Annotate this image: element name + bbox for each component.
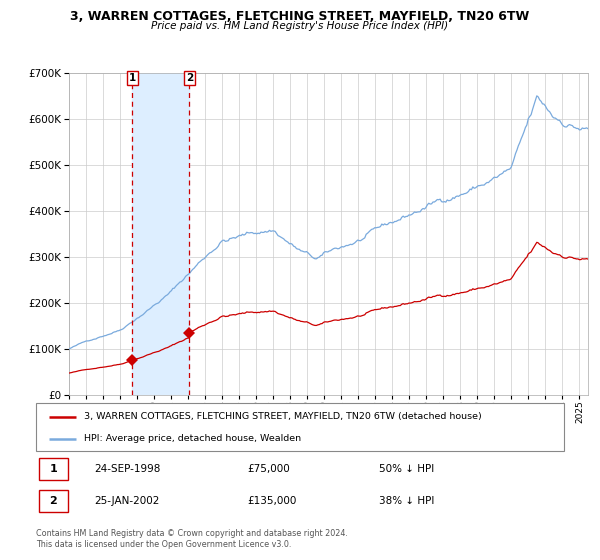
Text: Price paid vs. HM Land Registry's House Price Index (HPI): Price paid vs. HM Land Registry's House … [151, 21, 449, 31]
Text: 2: 2 [185, 73, 193, 83]
Text: £75,000: £75,000 [247, 464, 290, 474]
Text: 25-JAN-2002: 25-JAN-2002 [94, 496, 160, 506]
Text: HPI: Average price, detached house, Wealden: HPI: Average price, detached house, Weal… [83, 435, 301, 444]
Text: Contains HM Land Registry data © Crown copyright and database right 2024.
This d: Contains HM Land Registry data © Crown c… [36, 529, 348, 549]
Text: 1: 1 [49, 464, 57, 474]
Text: 50% ↓ HPI: 50% ↓ HPI [379, 464, 434, 474]
FancyBboxPatch shape [38, 458, 68, 480]
Text: 24-SEP-1998: 24-SEP-1998 [94, 464, 160, 474]
Bar [133, 73, 190, 395]
Text: 3, WARREN COTTAGES, FLETCHING STREET, MAYFIELD, TN20 6TW: 3, WARREN COTTAGES, FLETCHING STREET, MA… [70, 10, 530, 23]
FancyBboxPatch shape [38, 490, 68, 512]
Text: 38% ↓ HPI: 38% ↓ HPI [379, 496, 434, 506]
Text: 3, WARREN COTTAGES, FLETCHING STREET, MAYFIELD, TN20 6TW (detached house): 3, WARREN COTTAGES, FLETCHING STREET, MA… [83, 412, 481, 421]
FancyBboxPatch shape [36, 403, 564, 451]
Text: £135,000: £135,000 [247, 496, 296, 506]
Text: 2: 2 [49, 496, 57, 506]
Text: 1: 1 [129, 73, 136, 83]
